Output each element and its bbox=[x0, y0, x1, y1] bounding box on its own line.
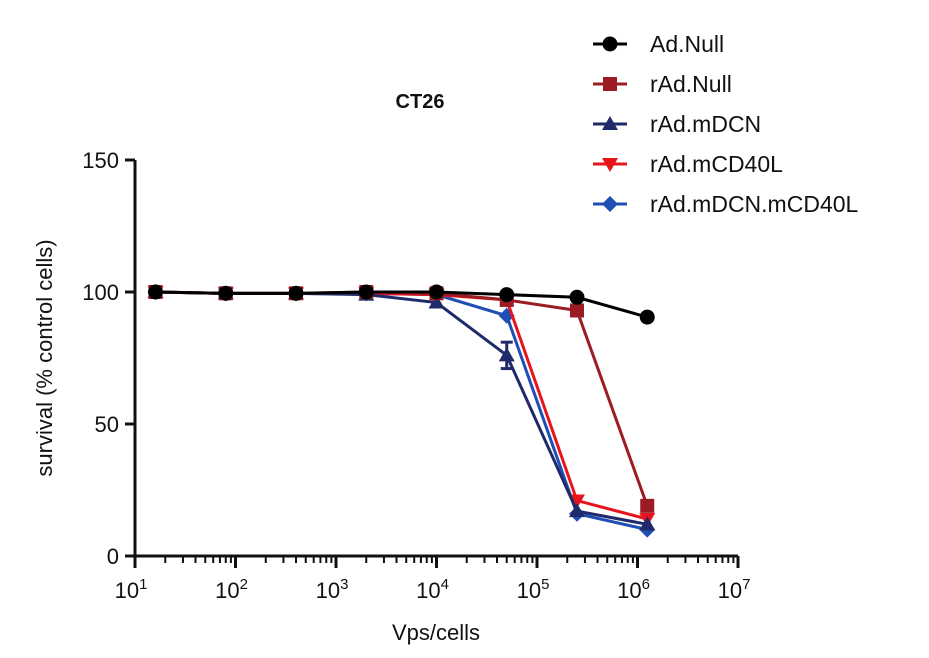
series-line bbox=[155, 290, 649, 507]
series-ad-null bbox=[148, 284, 655, 325]
legend-marker bbox=[602, 158, 618, 172]
data-point bbox=[639, 309, 655, 325]
series-rad-mcd40l bbox=[147, 286, 656, 528]
legend-label: rAd.mDCN.mCD40L bbox=[650, 191, 859, 217]
x-tick-label: 103 bbox=[316, 576, 349, 603]
series-line bbox=[155, 290, 648, 521]
legend-marker bbox=[603, 77, 617, 91]
series-rad-mdcn bbox=[147, 284, 656, 531]
x-tick-label: 104 bbox=[416, 576, 449, 603]
series-line bbox=[155, 290, 648, 319]
legend-label: Ad.Null bbox=[650, 31, 724, 57]
data-point bbox=[569, 289, 585, 305]
y-axis-label: survival (% control cells) bbox=[32, 239, 57, 476]
y-tick-label: 150 bbox=[82, 148, 119, 173]
legend-marker bbox=[602, 116, 618, 130]
data-point bbox=[640, 498, 655, 513]
data-point bbox=[218, 285, 234, 301]
series-rad-null bbox=[148, 285, 655, 513]
x-tick-label: 102 bbox=[215, 576, 248, 603]
y-tick-label: 50 bbox=[95, 412, 119, 437]
data-point bbox=[639, 516, 656, 531]
legend-item: rAd.mCD40L bbox=[593, 151, 783, 177]
data-point bbox=[569, 303, 584, 318]
y-tick-label: 0 bbox=[107, 544, 119, 569]
data-point bbox=[148, 284, 164, 300]
data-point bbox=[358, 284, 374, 300]
data-point bbox=[568, 503, 585, 518]
data-point bbox=[499, 287, 515, 303]
data-point bbox=[428, 294, 445, 309]
legend-marker bbox=[602, 36, 618, 52]
data-point bbox=[288, 285, 304, 301]
data-point bbox=[429, 284, 444, 300]
legend-label: rAd.Null bbox=[650, 71, 732, 97]
legend-label: rAd.mCD40L bbox=[650, 151, 783, 177]
legend-item: Ad.Null bbox=[593, 31, 724, 57]
y-tick-label: 100 bbox=[82, 280, 119, 305]
x-axis-label: Vps/cells bbox=[392, 620, 480, 645]
chart-title: CT26 bbox=[396, 91, 445, 113]
legend-item: rAd.mDCN bbox=[593, 111, 761, 137]
legend-item: rAd.mDCN.mCD40L bbox=[593, 191, 859, 217]
legend-label: rAd.mDCN bbox=[650, 111, 761, 137]
data-point bbox=[568, 494, 585, 509]
x-tick-label: 105 bbox=[517, 576, 550, 603]
x-tick-label: 101 bbox=[115, 576, 148, 603]
x-tick-label: 106 bbox=[617, 576, 650, 603]
legend-marker bbox=[602, 196, 618, 212]
legend-item: rAd.Null bbox=[593, 71, 732, 97]
data-point bbox=[498, 347, 515, 362]
x-tick-label: 107 bbox=[718, 576, 751, 603]
